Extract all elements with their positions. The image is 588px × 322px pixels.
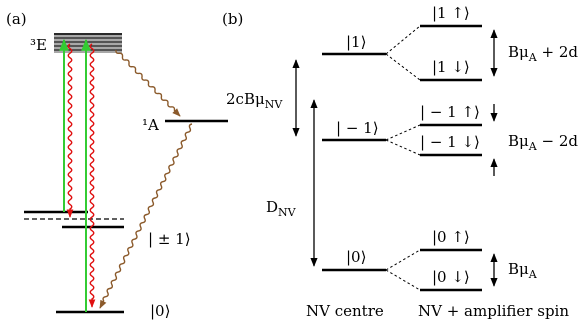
isc-arrow — [115, 49, 181, 117]
amp-state-0-down-label: |0 ↓⟩ — [432, 268, 470, 286]
split-label-m1: BμA − 2d — [508, 132, 578, 153]
nv-centre-caption: NV centre — [306, 302, 384, 320]
amp-state-0-up-label: |0 ↑⟩ — [432, 228, 470, 246]
state-0-label: |0⟩ — [150, 302, 170, 320]
state-pm1-label: | ± 1⟩ — [148, 230, 191, 248]
split-label-0: BμA — [508, 260, 538, 281]
nv-state-m1-label: | − 1⟩ — [336, 119, 379, 137]
state-3E-label: ³E — [30, 36, 47, 54]
fluorescence-arrow-0 — [88, 43, 96, 308]
nv-state-1-label: |1⟩ — [346, 33, 366, 51]
amplifier-caption: NV + amplifier spin — [418, 302, 569, 320]
nv-state-0-label: |0⟩ — [346, 248, 366, 266]
splitting-connectors — [385, 25, 421, 291]
singlet-decay-arrow — [99, 123, 193, 309]
panel-b-label: (b) — [222, 10, 243, 28]
zero-field-gap-label: DNV — [266, 198, 297, 219]
amp-state-1-up-label: |1 ↑⟩ — [432, 4, 470, 22]
amp-state-m1-up-label: | − 1 ↑⟩ — [420, 103, 480, 121]
fluorescence-arrow-pm1 — [66, 43, 74, 218]
amp-state-1-down-label: |1 ↓⟩ — [432, 58, 470, 76]
split-label-1: BμA + 2d — [508, 43, 578, 64]
zeeman-gap-label: 2cBμNV — [226, 90, 283, 111]
amp-state-m1-down-label: | − 1 ↓⟩ — [420, 133, 480, 151]
panel-a-label: (a) — [6, 10, 27, 28]
state-1A-label: ¹A — [142, 116, 159, 134]
